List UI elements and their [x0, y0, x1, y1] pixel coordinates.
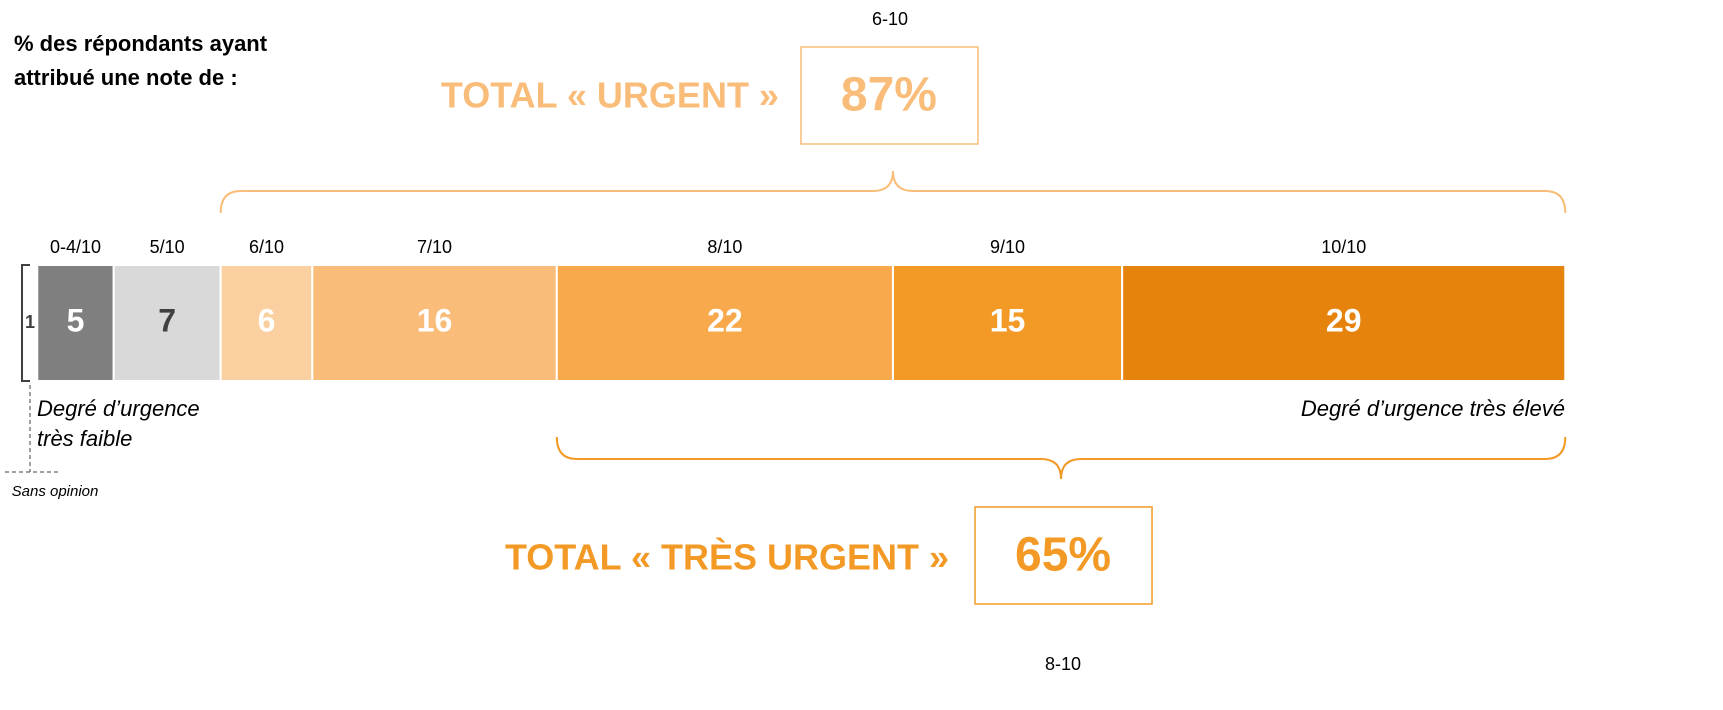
total-label: TOTAL « URGENT »	[441, 75, 779, 116]
high-label: Degré d’urgence très élevé	[1301, 396, 1565, 421]
total-box	[800, 46, 979, 145]
total-value: 87%	[841, 69, 937, 122]
segment-name: 7/10	[417, 237, 452, 257]
low-label: Degré d’urgence	[37, 396, 200, 421]
value-label: 5	[67, 302, 85, 338]
brace	[555, 436, 1567, 480]
segment-name: 6/10	[249, 237, 284, 257]
brace	[219, 170, 1567, 214]
total-value: 65%	[1015, 529, 1111, 582]
segment-name: 0-4/10	[50, 237, 101, 257]
total-label: TOTAL « TRÈS URGENT »	[505, 537, 949, 578]
value-label: 16	[417, 302, 453, 338]
low-label: très faible	[37, 426, 132, 451]
total-range: 6-10	[872, 9, 908, 29]
no-opinion-bracket	[21, 264, 30, 382]
total-range: 8-10	[1045, 654, 1081, 674]
total-box	[974, 506, 1153, 605]
value-label: 1	[25, 312, 35, 332]
segment-name: 9/10	[990, 237, 1025, 257]
title-line: attribué une note de :	[14, 65, 238, 90]
segment-name: 8/10	[707, 237, 742, 257]
bar-segment	[1121, 264, 1567, 382]
segment-name: 10/10	[1321, 237, 1366, 257]
bar-segment	[891, 264, 1124, 382]
value-label: 15	[990, 302, 1026, 338]
no-opinion-leader	[5, 385, 60, 473]
value-label: 29	[1326, 302, 1362, 338]
value-label: 22	[707, 302, 743, 338]
bar-segment	[112, 264, 222, 382]
segment-name: 5/10	[150, 237, 185, 257]
value-label: 6	[258, 302, 276, 338]
value-label: 7	[158, 302, 176, 338]
bar-segment	[555, 264, 894, 382]
title-line: % des répondants ayant	[14, 31, 268, 56]
bar-segment	[311, 264, 558, 382]
no-opinion-name: Sans opinion	[12, 483, 99, 500]
bar-segment	[219, 264, 314, 382]
